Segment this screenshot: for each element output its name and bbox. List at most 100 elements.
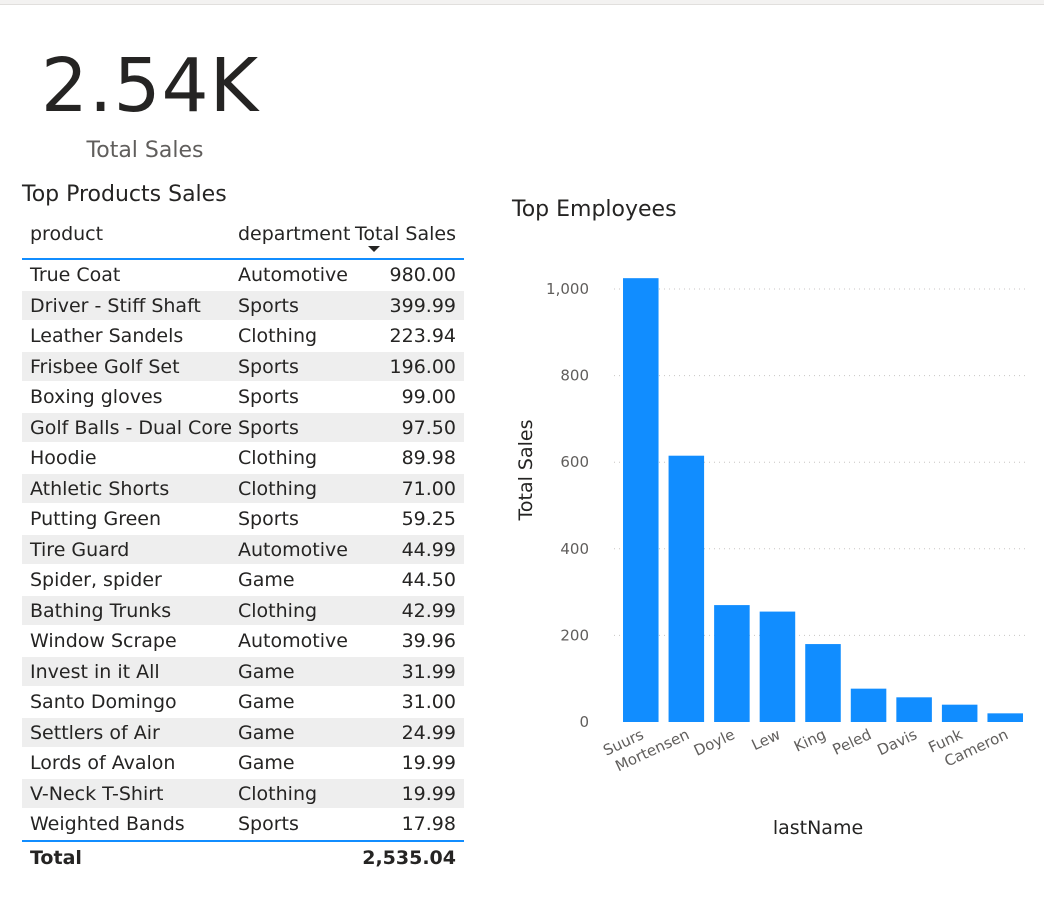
y-tick-label: 600 — [560, 453, 589, 471]
bar — [896, 697, 932, 722]
column-header-total-sales[interactable]: Total Sales — [355, 223, 456, 245]
cell-product: V-Neck T-Shirt — [30, 782, 164, 805]
table-row[interactable]: Hoodie Clothing 89.98 — [22, 443, 464, 474]
table-row[interactable]: Leather Sandels Clothing 223.94 — [22, 321, 464, 352]
cell-total-sales: 99.00 — [401, 386, 456, 408]
cell-product: Invest in it All — [30, 660, 160, 683]
cell-total-sales: 42.99 — [401, 599, 456, 622]
table-row[interactable]: Putting Green Sports 59.25 — [22, 504, 464, 535]
cell-product: Driver - Stiff Shaft — [30, 294, 201, 317]
cell-total-sales: 44.99 — [401, 538, 456, 561]
bar — [668, 455, 705, 722]
y-tick-label: 1,000 — [546, 280, 589, 298]
x-tick-label: Lew — [749, 725, 783, 754]
cell-total-sales: 31.00 — [401, 691, 456, 713]
table-row[interactable]: Frisbee Golf Set Sports 196.00 — [22, 351, 464, 382]
table-row[interactable]: True Coat Automotive 980.00 — [22, 260, 464, 291]
table-row[interactable]: Lords of Avalon Game 19.99 — [22, 748, 464, 779]
sort-descending-icon — [368, 246, 380, 252]
table-row[interactable]: Athletic Shorts Clothing 71.00 — [22, 473, 464, 504]
top-products-table[interactable]: product department Total Sales True Coat… — [22, 220, 464, 874]
cell-department: Game — [238, 721, 295, 744]
cell-product: Golf Balls - Dual Core — [30, 416, 233, 439]
cell-total-sales: 399.99 — [389, 294, 456, 317]
cell-product: Settlers of Air — [30, 721, 160, 744]
table-row[interactable]: Golf Balls - Dual Core Sports 97.50 — [22, 412, 464, 443]
cell-product: Santo Domingo — [30, 691, 177, 713]
cell-total-sales: 97.50 — [401, 416, 456, 439]
cell-department: Automotive — [238, 538, 348, 561]
cell-department: Sports — [238, 386, 299, 408]
cell-total-sales: 71.00 — [401, 477, 456, 500]
cell-product: Athletic Shorts — [30, 477, 170, 500]
kpi-label: Total Sales — [86, 138, 204, 163]
y-axis-title: Total Sales — [515, 420, 537, 522]
cell-department: Sports — [238, 508, 299, 530]
x-tick-label: Davis — [874, 725, 919, 759]
table-row[interactable]: Spider, spider Game 44.50 — [22, 565, 464, 596]
cell-product: Bathing Trunks — [30, 599, 172, 622]
cell-department: Game — [238, 691, 295, 713]
y-tick-label: 0 — [579, 713, 589, 731]
bar — [623, 278, 659, 722]
cell-total-sales: 223.94 — [389, 325, 456, 347]
cell-total-sales: 196.00 — [389, 355, 456, 378]
cell-total-sales: 980.00 — [389, 264, 456, 286]
cell-department: Game — [238, 569, 295, 591]
bar — [714, 605, 750, 722]
cell-department: Automotive — [238, 630, 348, 652]
cell-total-sales: 19.99 — [401, 782, 456, 805]
total-label: Total — [30, 846, 82, 869]
cell-department: Clothing — [238, 782, 318, 805]
cell-total-sales: 24.99 — [401, 721, 456, 744]
cell-department: Sports — [238, 294, 299, 317]
cell-product: Hoodie — [30, 447, 97, 469]
column-header-department[interactable]: department — [238, 223, 351, 245]
table-body: True Coat Automotive 980.00 Driver - Stiff … — [22, 260, 464, 840]
table-row[interactable]: Bathing Trunks Clothing 42.99 — [22, 595, 464, 626]
table-row[interactable]: V-Neck T-Shirt Clothing 19.99 — [22, 778, 464, 809]
y-tick-label: 800 — [560, 367, 589, 385]
table-row[interactable]: Settlers of Air Game 24.99 — [22, 717, 464, 748]
cell-department: Game — [238, 660, 295, 683]
cell-department: Clothing — [238, 447, 318, 469]
bar — [805, 644, 841, 722]
cell-total-sales: 39.96 — [401, 630, 456, 652]
bar — [850, 688, 887, 722]
table-row[interactable]: Driver - Stiff Shaft Sports 399.99 — [22, 290, 464, 321]
cell-product: Window Scrape — [30, 630, 177, 652]
cell-product: Frisbee Golf Set — [30, 355, 180, 378]
report-top-strip — [0, 0, 1044, 5]
cell-total-sales: 17.98 — [401, 813, 456, 835]
cell-department: Clothing — [238, 599, 318, 622]
table-total-row: Total 2,535.04 — [22, 839, 464, 874]
table-row[interactable]: Weighted Bands Sports 17.98 — [22, 809, 464, 840]
table-row[interactable]: Invest in it All Game 31.99 — [22, 656, 464, 687]
bar — [987, 713, 1023, 722]
cell-department: Clothing — [238, 325, 318, 347]
x-axis-title: lastName — [773, 817, 863, 839]
table-row[interactable]: Santo Domingo Game 31.00 — [22, 687, 464, 718]
table-row[interactable]: Tire Guard Automotive 44.99 — [22, 534, 464, 565]
column-header-product[interactable]: product — [30, 223, 104, 245]
y-tick-label: 400 — [560, 540, 589, 558]
cell-total-sales: 19.99 — [401, 752, 456, 774]
y-tick-label: 200 — [560, 626, 589, 644]
cell-department: Sports — [238, 813, 299, 835]
chart-title: Top Employees — [512, 197, 677, 222]
bar — [759, 611, 796, 722]
cell-product: True Coat — [30, 264, 121, 286]
table-title: Top Products Sales — [22, 182, 227, 207]
total-value: 2,535.04 — [362, 846, 456, 869]
cell-department: Game — [238, 752, 295, 774]
table-row[interactable]: Boxing gloves Sports 99.00 — [22, 382, 464, 413]
kpi-value: 2.54K — [40, 43, 260, 129]
cell-product: Spider, spider — [30, 569, 162, 591]
bar — [941, 704, 978, 722]
table-row[interactable]: Window Scrape Automotive 39.96 — [22, 626, 464, 657]
cell-product: Weighted Bands — [30, 813, 185, 835]
cell-department: Sports — [238, 416, 299, 439]
cell-product: Tire Guard — [30, 538, 130, 561]
cell-total-sales: 44.50 — [401, 569, 456, 591]
